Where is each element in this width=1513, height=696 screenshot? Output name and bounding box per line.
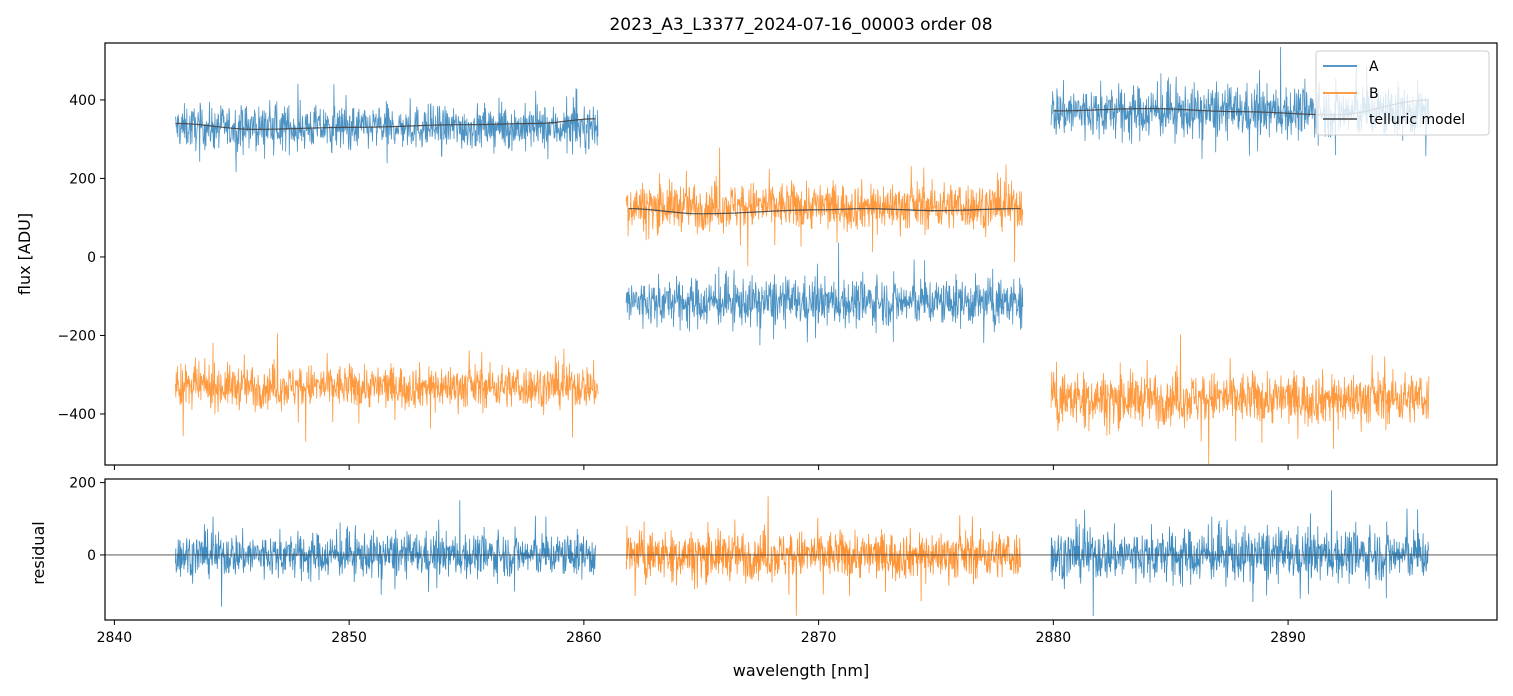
telluric-model-segment-1 <box>175 118 596 130</box>
residual-segment-1 <box>175 500 596 607</box>
legend-box <box>1315 50 1490 136</box>
x-tick-label: 2890 <box>1270 630 1306 646</box>
y-tick-label: 0 <box>87 250 96 266</box>
legend-label-b: B <box>1369 86 1379 102</box>
top-panel-x-axis <box>113 465 1289 470</box>
series-b-segment-3 <box>1050 334 1430 465</box>
y-tick-label: 400 <box>69 93 96 109</box>
top-panel-y-axis: 400 200 0 −200 −400 <box>58 93 105 423</box>
series-b-segment-2 <box>625 147 1024 267</box>
series-a-segment-2 <box>625 242 1024 346</box>
x-tick-label: 2840 <box>97 630 133 646</box>
y-tick-label: −400 <box>58 407 96 423</box>
telluric-model-segment-2 <box>628 208 1021 215</box>
x-tick-label: 2870 <box>801 630 837 646</box>
y-tick-label: −200 <box>58 328 96 344</box>
bottom-panel-frame <box>104 478 1498 621</box>
y-tick-label: 0 <box>87 548 96 564</box>
bottom-panel-x-axis: 2840 2850 2860 2870 2880 2890 <box>97 620 1306 646</box>
bottom-panel-plot-area <box>105 490 1497 617</box>
x-tick-label: 2850 <box>331 630 367 646</box>
series-a-segment-1 <box>175 83 599 173</box>
residual-segment-3 <box>1050 490 1430 617</box>
bottom-panel-y-axis-label: residual <box>29 521 48 584</box>
y-tick-label: 200 <box>69 476 96 492</box>
top-panel-frame <box>104 42 1498 466</box>
top-panel-y-axis-label: flux [ADU] <box>15 213 34 295</box>
series-b-segment-1 <box>175 333 599 442</box>
legend: A B telluric model <box>1315 50 1490 136</box>
x-tick-label: 2880 <box>1036 630 1072 646</box>
x-tick-label: 2860 <box>566 630 602 646</box>
y-tick-label: 200 <box>69 171 96 187</box>
legend-label-a: A <box>1369 59 1379 75</box>
legend-label-model: telluric model <box>1369 112 1465 128</box>
top-panel-plot-area <box>175 46 1430 465</box>
x-axis-label: wavelength [nm] <box>733 661 870 680</box>
chart-title: 2023_A3_L3377_2024-07-16_00003 order 08 <box>609 15 992 35</box>
